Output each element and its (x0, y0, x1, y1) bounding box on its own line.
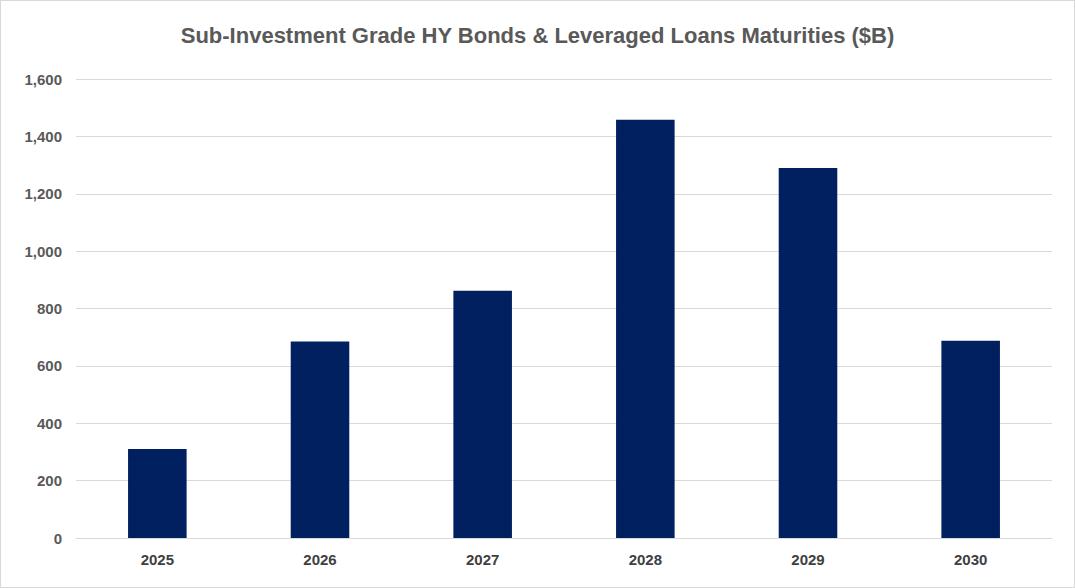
svg-text:2025: 2025 (141, 551, 174, 568)
svg-text:2028: 2028 (629, 551, 662, 568)
svg-text:1,200: 1,200 (24, 185, 62, 202)
svg-text:0: 0 (54, 530, 62, 547)
svg-text:1,000: 1,000 (24, 243, 62, 260)
svg-text:2030: 2030 (954, 551, 987, 568)
svg-text:800: 800 (37, 300, 62, 317)
svg-text:2026: 2026 (303, 551, 336, 568)
svg-text:2027: 2027 (466, 551, 499, 568)
svg-text:400: 400 (37, 415, 62, 432)
svg-text:1,600: 1,600 (24, 71, 62, 88)
svg-text:600: 600 (37, 357, 62, 374)
svg-text:1,400: 1,400 (24, 128, 62, 145)
svg-text:200: 200 (37, 472, 62, 489)
svg-text:2029: 2029 (791, 551, 824, 568)
svg-text:Sub-Investment Grade HY Bonds: Sub-Investment Grade HY Bonds & Leverage… (181, 23, 895, 48)
